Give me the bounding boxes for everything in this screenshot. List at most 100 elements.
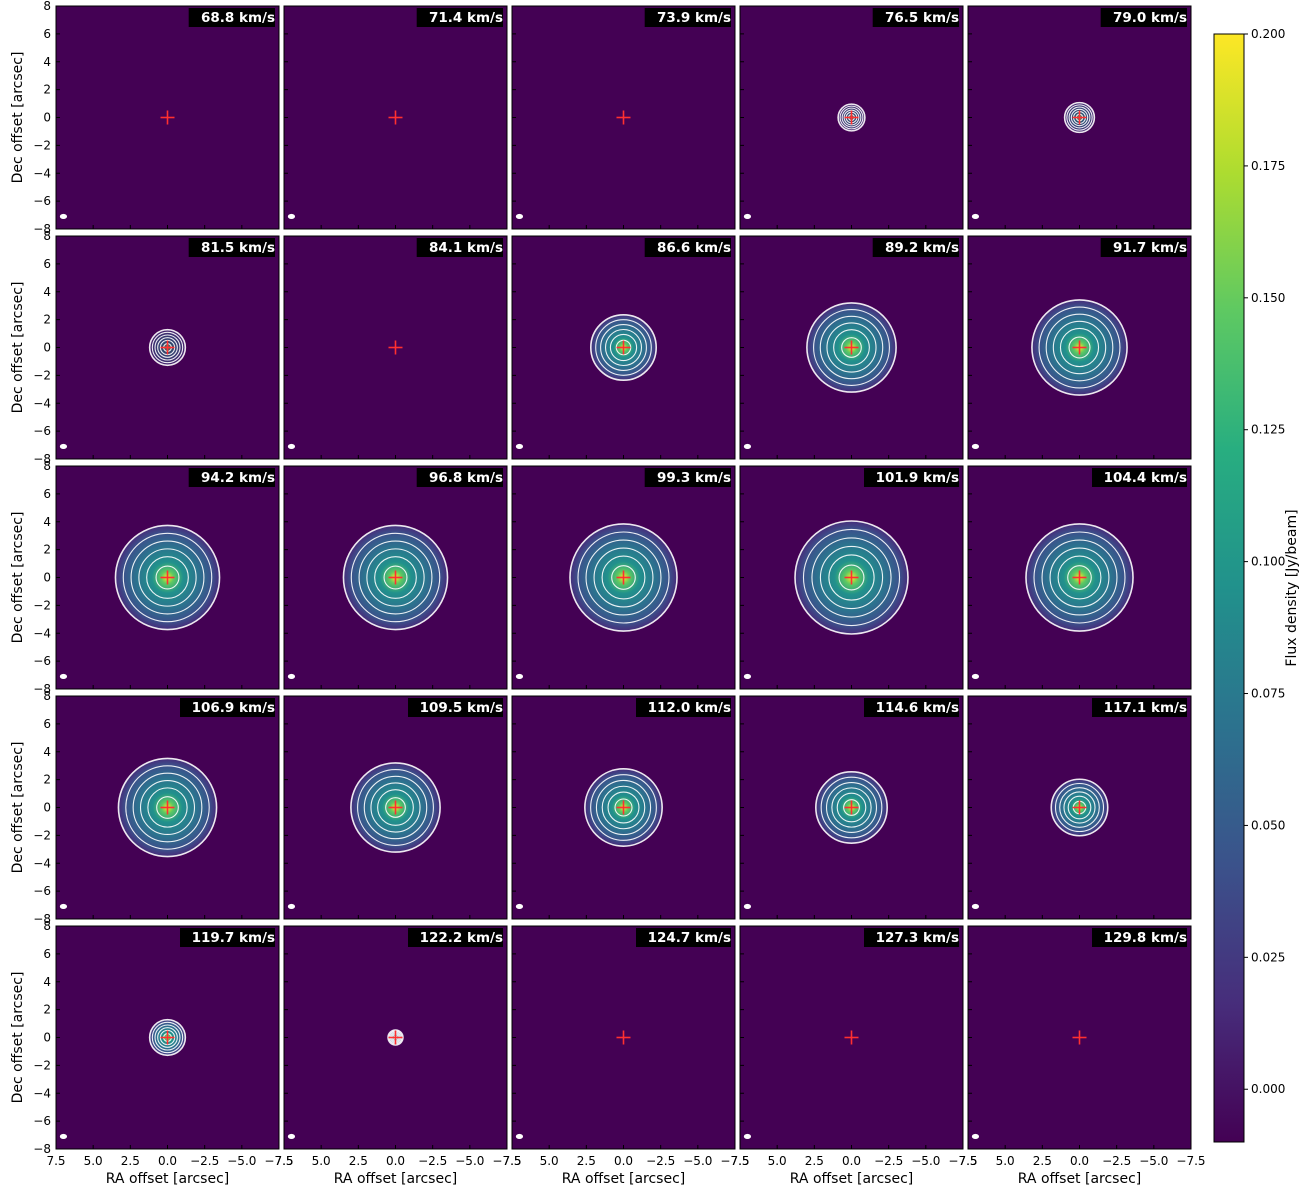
channel-panel: 106.9 km/s	[55, 695, 280, 920]
x-tick-label: −5.0	[1139, 1154, 1168, 1168]
y-tick-label: 8	[43, 459, 51, 473]
contour-line	[1025, 523, 1134, 632]
beam-ellipse	[59, 903, 68, 910]
y-tick-label: 2	[43, 83, 51, 97]
beam-ellipse	[515, 1133, 524, 1140]
contour-line	[1057, 555, 1102, 600]
channel-panel: 124.7 km/s	[511, 925, 736, 1150]
x-tick-label: 0.0	[614, 1154, 633, 1168]
contour-line	[138, 548, 197, 607]
contour-line	[342, 524, 449, 631]
x-tick-label: 0.0	[158, 1154, 177, 1168]
velocity-label: 99.3 km/s	[657, 470, 731, 486]
x-tick-label: 7.5	[46, 1154, 65, 1168]
beam-ellipse	[287, 673, 296, 680]
x-tick-label: 5.0	[540, 1154, 559, 1168]
y-tick-label: 0	[43, 571, 51, 585]
y-tick-label: 4	[43, 745, 51, 759]
beam-ellipse	[515, 443, 524, 450]
contour-line	[1050, 778, 1109, 837]
y-axis-title: Dec offset [arcsec]	[10, 282, 26, 414]
y-tick-label: −2	[33, 1058, 51, 1072]
contour-line	[820, 776, 883, 839]
y-tick-label: −2	[33, 598, 51, 612]
velocity-label-box	[872, 238, 959, 257]
y-tick-label: 0	[43, 1031, 51, 1045]
y-tick-label: −8	[33, 1142, 51, 1156]
velocity-label: 94.2 km/s	[201, 470, 275, 486]
contour-line	[828, 554, 875, 601]
beam-ellipse	[743, 1133, 752, 1140]
contour-line	[819, 545, 884, 610]
y-tick-label: −4	[33, 856, 51, 870]
contour-line	[147, 787, 188, 828]
contour-line	[154, 1024, 181, 1051]
x-tick-label: 0.0	[1070, 1154, 1089, 1168]
y-tick-label: 6	[43, 27, 51, 41]
velocity-label-box	[188, 468, 275, 487]
contour-line	[1054, 782, 1105, 833]
contour-line	[363, 775, 428, 840]
contour-line	[615, 339, 632, 356]
x-tick-label: 2.5	[349, 1154, 368, 1168]
x-tick-label: 0.0	[386, 1154, 405, 1168]
x-tick-label: 0.0	[842, 1154, 861, 1168]
velocity-label: 104.4 km/s	[1104, 470, 1187, 486]
velocity-label: 91.7 km/s	[1113, 240, 1187, 256]
beam-ellipse	[971, 673, 980, 680]
y-tick-label: 8	[43, 689, 51, 703]
velocity-label-box	[636, 698, 731, 717]
channel-panel: 94.2 km/s	[55, 465, 280, 690]
channel-panel: 96.8 km/s	[283, 465, 508, 690]
contour-line	[1045, 313, 1114, 382]
contour-line	[156, 796, 179, 819]
velocity-label-box	[644, 238, 731, 257]
contour-line	[139, 779, 196, 836]
contour-line	[159, 339, 176, 356]
x-axis-labels: 7.5 5.0 2.5 0.0 −2.5 −5.0 −7.5 RA offset [arcse…	[46, 1154, 1205, 1187]
velocity-label: 119.7 km/s	[192, 930, 275, 946]
velocity-label-box	[636, 928, 731, 947]
contour-line	[609, 333, 638, 362]
contour-line	[813, 309, 890, 386]
velocity-label-box	[180, 698, 275, 717]
contour-line	[117, 757, 218, 858]
contour-line	[1063, 791, 1096, 824]
contour-line	[385, 797, 406, 818]
beam-ellipse	[59, 213, 68, 220]
y-tick-label: −4	[33, 166, 51, 180]
contour-line	[1067, 795, 1092, 820]
y-tick-label: 8	[43, 229, 51, 243]
velocity-label-box	[188, 238, 275, 257]
x-axis-title: RA offset [arcsec]	[790, 1171, 914, 1187]
velocity-label: 122.2 km/s	[420, 930, 503, 946]
velocity-label: 81.5 km/s	[201, 240, 275, 256]
channel-panel: 73.9 km/s	[511, 5, 736, 230]
y-tick-label: 2	[43, 773, 51, 787]
beam-ellipse	[287, 443, 296, 450]
contour-line	[794, 520, 909, 635]
velocity-label-box	[644, 468, 731, 487]
y-tick-label: −2	[33, 828, 51, 842]
channel-panel: 122.2 km/s	[283, 925, 508, 1150]
y-tick-label: 6	[43, 257, 51, 271]
contour-line	[577, 531, 670, 624]
contour-line	[841, 337, 862, 358]
contour-line	[607, 791, 640, 824]
contour-line	[122, 532, 213, 623]
velocity-label-box	[416, 238, 503, 257]
beam-ellipse	[515, 213, 524, 220]
velocity-label: 68.8 km/s	[201, 10, 275, 26]
contour-line	[132, 772, 203, 843]
beam-ellipse	[59, 1133, 68, 1140]
contour-line	[1070, 108, 1089, 127]
contour-line	[1059, 787, 1100, 828]
velocity-label-box	[408, 928, 503, 947]
velocity-label: 129.8 km/s	[1104, 930, 1187, 946]
channel-panel: 109.5 km/s	[283, 695, 508, 920]
contour-line	[614, 798, 633, 817]
contour-line	[831, 787, 872, 828]
contour-line	[1033, 531, 1126, 624]
velocity-label: 124.7 km/s	[648, 930, 731, 946]
x-tick-label: −5.0	[911, 1154, 940, 1168]
